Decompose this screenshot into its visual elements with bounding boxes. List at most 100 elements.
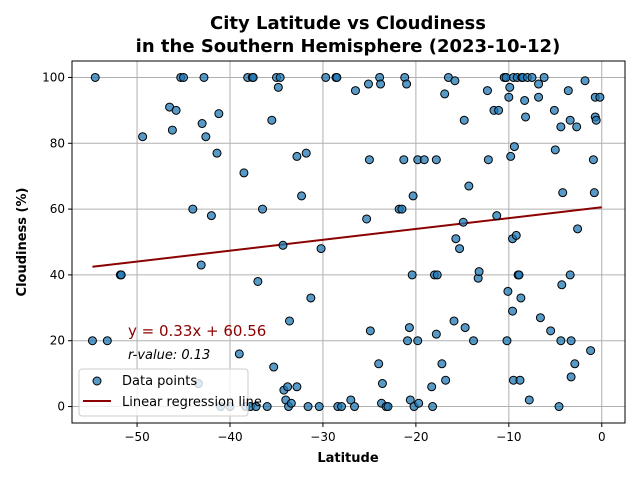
y-tick-label: 20 <box>50 334 65 348</box>
data-point <box>138 132 148 142</box>
chart-title-line-1: City Latitude vs Cloudiness <box>210 13 486 34</box>
data-point <box>365 326 375 336</box>
data-point <box>441 375 451 385</box>
data-point <box>199 72 209 82</box>
data-point <box>588 155 598 165</box>
data-point <box>573 224 583 234</box>
data-point <box>188 204 198 214</box>
legend-label-regression: Linear regression line <box>122 395 262 410</box>
data-point <box>283 382 293 392</box>
data-point <box>460 323 470 333</box>
data-point <box>258 204 268 214</box>
data-point <box>269 362 279 372</box>
data-point <box>527 72 537 82</box>
legend-point-marker <box>92 376 102 386</box>
data-point <box>437 359 447 369</box>
data-point <box>546 326 556 336</box>
y-axis-ticks: 0 20 40 60 80 100 <box>42 70 72 414</box>
data-point <box>580 76 590 86</box>
data-point <box>504 92 514 102</box>
data-point <box>586 346 596 356</box>
data-point <box>332 72 342 82</box>
y-tick-label: 60 <box>50 202 65 216</box>
data-point <box>171 105 181 115</box>
data-point <box>431 155 441 165</box>
data-point <box>364 155 374 165</box>
data-point <box>440 89 450 99</box>
data-point <box>449 316 459 326</box>
data-point <box>483 155 493 165</box>
data-point <box>427 382 437 392</box>
data-point <box>563 86 573 96</box>
data-point <box>403 336 413 346</box>
data-point <box>549 105 559 115</box>
data-point <box>516 293 526 303</box>
data-point <box>502 336 512 346</box>
data-point <box>508 306 518 316</box>
data-point <box>501 72 511 82</box>
data-point <box>524 395 534 405</box>
chart-title-line-2: in the Southern Hemisphere (2023-10-12) <box>136 36 561 57</box>
data-point <box>550 145 560 155</box>
data-point <box>428 402 438 412</box>
data-point <box>214 109 224 119</box>
data-point <box>239 168 249 178</box>
data-point <box>284 316 294 326</box>
data-point <box>362 214 372 224</box>
data-point <box>376 79 386 89</box>
data-point <box>591 115 601 125</box>
data-point <box>407 270 417 280</box>
data-point <box>383 402 393 412</box>
legend-label-points: Data points <box>122 374 197 389</box>
data-point <box>267 115 277 125</box>
data-point <box>253 276 263 286</box>
data-point <box>321 72 331 82</box>
data-point <box>589 188 599 198</box>
data-point <box>346 395 356 405</box>
x-axis-label: Latitude <box>317 451 379 466</box>
y-tick-label: 40 <box>50 268 65 282</box>
data-point <box>179 72 189 82</box>
x-tick-label: −40 <box>217 430 242 444</box>
data-point <box>90 72 100 82</box>
data-point <box>595 92 605 102</box>
data-point <box>278 240 288 250</box>
data-point <box>534 79 544 89</box>
data-point <box>514 270 524 280</box>
data-point <box>350 402 360 412</box>
data-point <box>303 402 313 412</box>
data-point <box>377 379 387 389</box>
x-tick-label: −10 <box>496 430 521 444</box>
data-point <box>234 349 244 359</box>
r-value-annotation: r-value: 0.13 <box>128 348 210 363</box>
y-tick-label: 100 <box>42 70 65 84</box>
data-point <box>167 125 177 135</box>
x-tick-label: −30 <box>310 430 335 444</box>
data-point <box>316 244 326 254</box>
regression-line <box>92 206 602 268</box>
data-point <box>251 402 261 412</box>
data-point <box>464 181 474 191</box>
data-point <box>337 402 347 412</box>
x-tick-label: −20 <box>403 430 428 444</box>
data-point <box>459 115 469 125</box>
data-point <box>212 148 222 158</box>
data-point <box>455 244 465 254</box>
data-point <box>397 204 407 214</box>
regression-equation: y = 0.33x + 60.56 <box>128 322 266 340</box>
x-tick-label: 0 <box>598 430 606 444</box>
data-point <box>506 151 516 161</box>
data-point <box>539 72 549 82</box>
data-point <box>275 72 285 82</box>
data-point <box>408 191 418 201</box>
data-point <box>363 79 373 89</box>
data-point <box>374 359 384 369</box>
data-point <box>292 151 302 161</box>
data-point <box>273 82 283 92</box>
y-tick-label: 80 <box>50 136 65 150</box>
data-point <box>419 155 429 165</box>
data-point <box>431 329 441 339</box>
data-point <box>556 122 566 132</box>
y-axis-label: Cloudiness (%) <box>15 188 30 297</box>
